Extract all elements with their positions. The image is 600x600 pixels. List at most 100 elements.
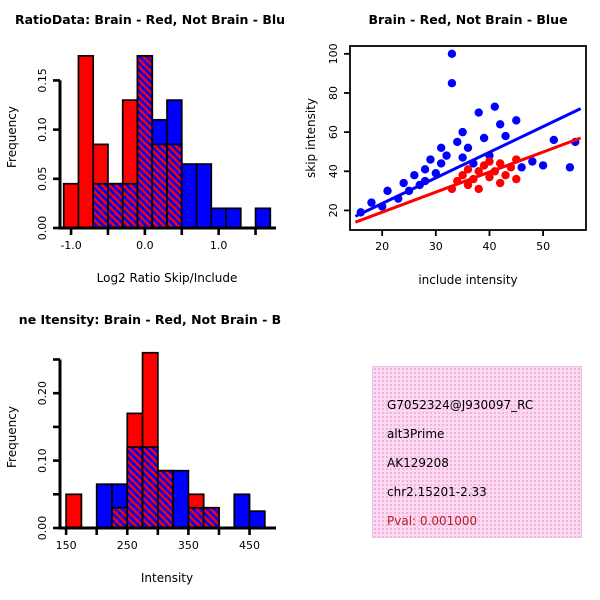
hist-bar-overlap [202, 506, 220, 529]
y-tick-label: 80 [327, 86, 340, 100]
hist-bar-overlap [187, 506, 205, 529]
y-tick-label: 0.10 [36, 117, 49, 142]
y-tick-label: 0.00 [36, 516, 49, 541]
x-tick-label: 350 [178, 539, 199, 552]
x-tick-label: 150 [56, 539, 77, 552]
hist-bar-overlap [141, 446, 159, 529]
hist-bar [62, 182, 80, 229]
scatter-point [501, 170, 510, 180]
x-tick-label: 250 [117, 539, 138, 552]
gene-id-text: G7052324@J930097_RC [387, 398, 534, 412]
scatter-point [485, 172, 494, 182]
scatter-point [501, 131, 510, 141]
x-tick-label: 0.0 [136, 239, 154, 252]
x-tick-label: -1.0 [60, 239, 81, 252]
x-axis-title: Intensity [141, 571, 193, 585]
ratio-histogram-svg: -1.0 0.0 1.0 0.00 0.05 0.10 0.15 RatioData: Bra… [5, 12, 285, 285]
accession-text: AK129208 [387, 456, 449, 470]
hist-bar-overlap [92, 182, 109, 229]
scatter-point [383, 186, 392, 196]
scatter-point [512, 116, 521, 125]
scatter-point [474, 184, 483, 194]
scatter-point [512, 174, 521, 184]
panel-ratio-histogram: -1.0 0.0 1.0 0.00 0.05 0.10 0.15 RatioData: Bra… [0, 0, 300, 300]
y-axis-title: skip intensity [304, 98, 318, 178]
scatter-point [410, 170, 419, 180]
hist-bar-overlap [151, 143, 168, 229]
scatter-point [458, 153, 467, 162]
panel-gene-intensity-histogram: 150 250 350 450 0.00 0.10 0.20 ne Itensity: Bra… [0, 300, 300, 600]
y-axis-title: Frequency [5, 106, 19, 168]
chart-title: ne Itensity: Brain - Red, Not Brain - B [19, 312, 281, 327]
chart-title: Brain - Red, Not Brain - Blue [368, 12, 567, 27]
hist-bar-overlap [107, 182, 124, 229]
hist-bar [248, 510, 266, 529]
scatter-point [458, 170, 467, 180]
brain-fit-line [354, 136, 582, 224]
not-brain-fit-line [354, 107, 582, 218]
scatter-point [538, 161, 548, 170]
scatter-point [399, 178, 408, 188]
x-tick-label: 450 [239, 539, 260, 552]
scatter-point [474, 108, 483, 117]
panel-gene-info: G7052324@J930097_RC alt3Prime AK129208 c… [300, 300, 600, 600]
scatter-point [420, 165, 430, 174]
hist-bar [180, 163, 198, 229]
ratio-histogram-chart: -1.0 0.0 1.0 0.00 0.05 0.10 0.15 RatioData: Bra… [0, 0, 300, 300]
hist-bar [225, 207, 242, 229]
hist-bar [172, 469, 190, 529]
scatter-point [426, 155, 435, 164]
hist-bar-overlap [126, 446, 144, 529]
hist-bar [95, 483, 113, 529]
intensity-scatter-chart: 20 30 40 50 20 40 60 80 100 Brain - Red, Not Brai… [300, 0, 600, 300]
y-tick-label: 20 [327, 203, 340, 217]
hist-bar-overlap [136, 54, 154, 229]
y-tick-label: 0.00 [36, 216, 49, 241]
hist-bar [65, 493, 83, 529]
hist-bar-overlap [121, 182, 139, 229]
x-tick-label: 50 [536, 240, 550, 253]
x-axis-title: include intensity [418, 273, 517, 287]
scatter-point [442, 151, 451, 160]
y-tick-label: 100 [327, 43, 340, 64]
scatter-point [495, 120, 505, 129]
hist-bar-overlap [156, 469, 174, 529]
scatter-point [453, 137, 462, 147]
scatter-point [436, 159, 446, 168]
scatter-point [447, 49, 457, 59]
scatter-point [565, 163, 575, 172]
y-tick-label: 0.05 [36, 167, 49, 192]
hist-bar-overlap [111, 506, 129, 529]
scatter-point [436, 143, 446, 152]
scatter-point [463, 165, 473, 174]
scatter-point [367, 198, 376, 207]
hist-bar [77, 54, 95, 229]
pval-text: Pval: 0.001000 [387, 514, 478, 528]
scatter-point [474, 167, 483, 176]
x-tick-label: 30 [429, 240, 443, 253]
scatter-point [485, 157, 494, 166]
intensity-scatter-svg: 20 30 40 50 20 40 60 80 100 Brain - Red, Not Brai… [304, 12, 587, 287]
scatter-point [479, 133, 489, 143]
gene-intensity-histogram-chart: 150 250 350 450 0.00 0.10 0.20 ne Itensity: Bra… [0, 300, 300, 600]
x-axis-title: Log2 Ratio Skip/Include [97, 271, 238, 285]
y-tick-label: 0.15 [36, 68, 49, 93]
hist-bar [233, 493, 251, 529]
hist-bar [210, 207, 227, 229]
y-tick-label: 0.20 [36, 381, 49, 406]
splice-type-text: alt3Prime [387, 427, 445, 441]
hist-bar-overlap [166, 143, 183, 229]
scatter-point [528, 157, 537, 166]
x-tick-label: 1.0 [210, 239, 228, 252]
y-axis-title: Frequency [5, 406, 19, 468]
hist-bar [195, 163, 213, 229]
scatter-point [495, 178, 505, 188]
scatter-point [549, 135, 559, 145]
gene-intensity-histogram-svg: 150 250 350 450 0.00 0.10 0.20 ne Itensity: Bra… [5, 312, 281, 585]
locus-text: chr2.15201-2.33 [387, 485, 487, 499]
y-tick-label: 0.10 [36, 448, 49, 473]
gene-info-box: G7052324@J930097_RC alt3Prime AK129208 c… [372, 366, 582, 538]
y-tick-label: 60 [327, 125, 340, 139]
scatter-point [458, 127, 467, 137]
